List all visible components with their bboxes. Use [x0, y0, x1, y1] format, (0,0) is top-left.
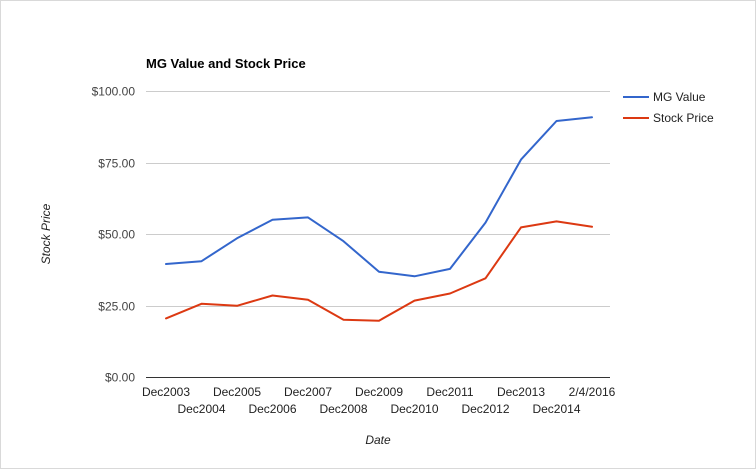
x-tick-label: Dec2010: [390, 402, 438, 416]
x-tick-label: Dec2009: [355, 385, 403, 399]
x-tick-label: 2/4/2016: [569, 385, 616, 399]
x-tick-label: Dec2013: [497, 385, 545, 399]
chart-title: MG Value and Stock Price: [146, 56, 306, 71]
gridlines: [146, 91, 610, 378]
series-lines: [165, 116, 593, 322]
y-tick-label: $75.00: [98, 157, 135, 171]
x-tick-label: Dec2005: [213, 385, 261, 399]
y-tick-label: $25.00: [98, 300, 135, 314]
x-tick-label: Dec2014: [532, 402, 580, 416]
x-tick-label: Dec2011: [426, 385, 473, 399]
x-tick-label: Dec2003: [142, 385, 190, 399]
series-line: [165, 116, 593, 278]
legend-label: MG Value: [653, 90, 706, 104]
legend-label: Stock Price: [653, 111, 714, 125]
x-tick-label: Dec2006: [248, 402, 296, 416]
x-tick-labels: Dec2003 Dec2004 Dec2005 Dec2006 Dec2007 Dec20…: [142, 385, 616, 416]
y-tick-labels: $0.00 $25.00 $50.00 $75.00 $100.00: [92, 85, 136, 385]
x-axis-title: Date: [365, 433, 391, 447]
x-tick-label: Dec2004: [177, 402, 225, 416]
y-tick-label: $100.00: [92, 85, 136, 99]
x-tick-label: Dec2007: [284, 385, 332, 399]
y-tick-label: $0.00: [105, 371, 135, 385]
x-tick-label: Dec2012: [461, 402, 509, 416]
y-tick-label: $50.00: [98, 228, 135, 242]
x-tick-label: Dec2008: [319, 402, 367, 416]
legend: MG Value Stock Price: [623, 90, 714, 125]
y-axis-title: Stock Price: [39, 203, 53, 264]
series-line: [165, 220, 593, 322]
